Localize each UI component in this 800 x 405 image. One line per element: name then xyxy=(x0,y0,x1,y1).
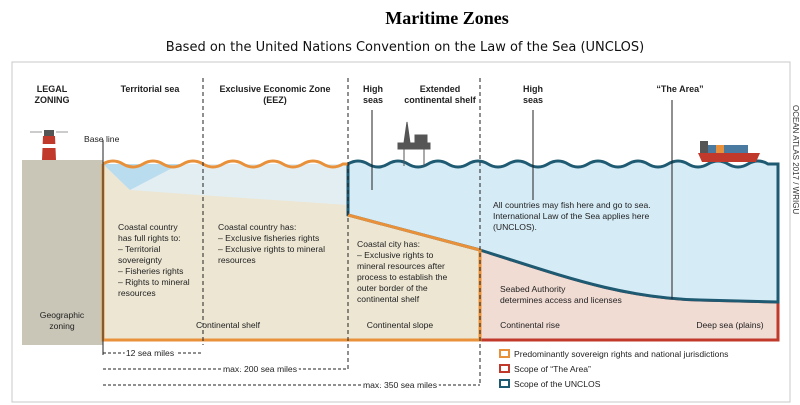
slope-ground xyxy=(348,215,480,340)
description: Coastal country has: xyxy=(218,222,296,232)
description: All countries may fish here and go to se… xyxy=(493,200,651,210)
subtitle: Based on the United Nations Convention o… xyxy=(166,40,644,55)
legal-zoning-label: LEGAL xyxy=(37,84,68,94)
description: Coastal country xyxy=(118,222,178,232)
oil-rig xyxy=(397,121,431,166)
description: Coastal city has: xyxy=(357,239,420,249)
description: – Exclusive fisheries rights xyxy=(218,233,319,243)
base-line-label: Base line xyxy=(84,134,120,144)
zone-header: (EEZ) xyxy=(263,95,287,105)
description: process to establish the xyxy=(357,272,448,282)
legend-label: Scope of the UNCLOS xyxy=(514,379,601,389)
description: – Rights to mineral xyxy=(118,277,190,287)
zone-header: Exclusive Economic Zone xyxy=(219,84,330,94)
zone-header: Extended xyxy=(420,84,461,94)
distance-label: 12 sea miles xyxy=(126,348,174,358)
description: resources xyxy=(118,288,156,298)
geographic-zone: Continental rise xyxy=(500,320,560,330)
description: – Exclusive rights to mineral xyxy=(218,244,325,254)
legend-swatch xyxy=(499,364,510,373)
zone-header: continental shelf xyxy=(404,95,477,105)
description: – Territorial xyxy=(118,244,160,254)
description: sovereignty xyxy=(118,255,163,265)
legend-label: Scope of “The Area” xyxy=(514,364,591,374)
high-seas-water xyxy=(346,159,780,304)
geographic-zoning-label: zoning xyxy=(49,321,75,331)
description: continental shelf xyxy=(357,294,420,304)
land xyxy=(22,160,103,345)
credit: OCEAN ATLAS 2017 / WRIGU xyxy=(791,105,800,214)
title: Maritime Zones xyxy=(385,8,508,28)
legal-zoning-label: ZONING xyxy=(35,95,70,105)
distance-label: max. 350 sea miles xyxy=(363,380,437,390)
geographic-zone: Continental shelf xyxy=(196,320,261,330)
legend-swatch xyxy=(499,379,510,388)
description: has full rights to: xyxy=(118,233,181,243)
description: outer border of the xyxy=(357,283,428,293)
geographic-zone: Deep sea (plains) xyxy=(696,320,763,330)
coastal-water xyxy=(103,164,180,190)
description: – Fisheries rights xyxy=(118,266,183,276)
description: Seabed Authority xyxy=(500,284,566,294)
distance-label: max. 200 sea miles xyxy=(223,364,297,374)
geographic-zone: Continental slope xyxy=(367,320,434,330)
zone-header: Territorial sea xyxy=(121,84,181,94)
description: – Exclusive rights to xyxy=(357,250,434,260)
zone-header: High xyxy=(363,84,383,94)
lighthouse xyxy=(30,130,68,160)
zone-header: seas xyxy=(523,95,543,105)
description: (UNCLOS). xyxy=(493,222,537,232)
zone-header: seas xyxy=(363,95,383,105)
legend-label: Predominantly sovereign rights and natio… xyxy=(514,349,728,359)
description: International Law of the Sea applies her… xyxy=(493,211,649,221)
ship xyxy=(698,141,760,162)
zone-header: “The Area” xyxy=(656,84,703,94)
legend-swatch xyxy=(499,349,510,358)
zone-header: High xyxy=(523,84,543,94)
description: determines access and licenses xyxy=(500,295,622,305)
shallow-water xyxy=(103,164,348,205)
geographic-zoning-label: Geographic xyxy=(40,310,85,320)
orange-surface xyxy=(102,159,348,169)
description: resources xyxy=(218,255,256,265)
description: mineral resources after xyxy=(357,261,445,271)
